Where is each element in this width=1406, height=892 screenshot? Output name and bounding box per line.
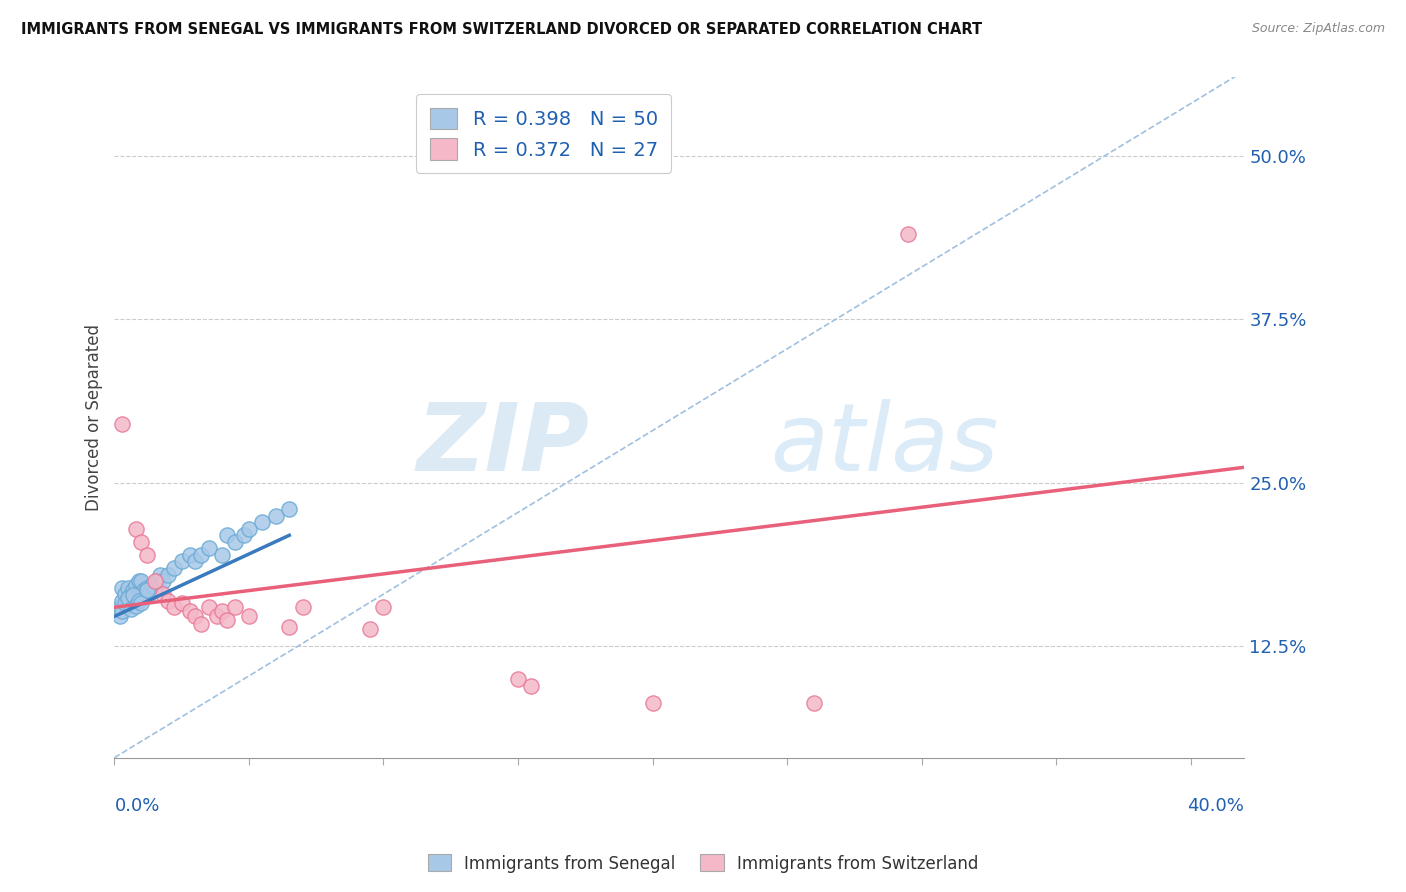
Point bbox=[122, 583, 145, 598]
Point bbox=[125, 599, 148, 613]
Point bbox=[120, 587, 142, 601]
Point bbox=[152, 574, 174, 588]
Point bbox=[111, 581, 134, 595]
Point bbox=[897, 227, 920, 242]
Point bbox=[117, 593, 139, 607]
Point bbox=[128, 574, 150, 588]
Point bbox=[125, 578, 148, 592]
Point bbox=[197, 541, 219, 556]
Point bbox=[135, 583, 157, 598]
Point bbox=[211, 604, 233, 618]
Point bbox=[184, 554, 207, 568]
Text: Source: ZipAtlas.com: Source: ZipAtlas.com bbox=[1251, 22, 1385, 36]
Point bbox=[114, 600, 136, 615]
Text: IMMIGRANTS FROM SENEGAL VS IMMIGRANTS FROM SWITZERLAND DIVORCED OR SEPARATED COR: IMMIGRANTS FROM SENEGAL VS IMMIGRANTS FR… bbox=[21, 22, 983, 37]
Point bbox=[114, 587, 136, 601]
Legend: R = 0.398   N = 50, R = 0.372   N = 27: R = 0.398 N = 50, R = 0.372 N = 27 bbox=[416, 94, 672, 173]
Point bbox=[205, 609, 228, 624]
Point bbox=[132, 583, 155, 598]
Point bbox=[108, 609, 131, 624]
Point bbox=[125, 522, 148, 536]
Point bbox=[224, 534, 246, 549]
Point bbox=[131, 534, 153, 549]
Point bbox=[162, 600, 184, 615]
Point bbox=[157, 567, 180, 582]
Y-axis label: Divorced or Separated: Divorced or Separated bbox=[86, 324, 103, 511]
Point bbox=[359, 623, 381, 637]
Point bbox=[217, 613, 239, 627]
Point bbox=[120, 601, 142, 615]
Point bbox=[141, 578, 163, 592]
Point bbox=[190, 617, 212, 632]
Point bbox=[128, 587, 150, 601]
Point bbox=[122, 589, 145, 603]
Text: 40.0%: 40.0% bbox=[1188, 797, 1244, 814]
Point bbox=[238, 609, 260, 624]
Point bbox=[803, 696, 825, 710]
Point bbox=[238, 522, 260, 536]
Point bbox=[152, 587, 174, 601]
Point bbox=[291, 600, 314, 615]
Point bbox=[111, 593, 134, 607]
Point bbox=[108, 600, 131, 615]
Point bbox=[506, 672, 529, 686]
Point bbox=[179, 604, 201, 618]
Point bbox=[232, 528, 254, 542]
Point bbox=[278, 502, 301, 516]
Text: 0.0%: 0.0% bbox=[114, 797, 160, 814]
Point bbox=[252, 515, 274, 529]
Point bbox=[197, 600, 219, 615]
Point bbox=[146, 574, 169, 588]
Point bbox=[125, 591, 148, 605]
Point bbox=[120, 596, 142, 610]
Point bbox=[162, 561, 184, 575]
Point bbox=[117, 581, 139, 595]
Point bbox=[117, 591, 139, 605]
Text: ZIP: ZIP bbox=[416, 399, 589, 491]
Point bbox=[135, 581, 157, 595]
Point bbox=[149, 567, 172, 582]
Text: atlas: atlas bbox=[770, 400, 998, 491]
Point bbox=[170, 554, 193, 568]
Point bbox=[641, 696, 664, 710]
Point bbox=[143, 574, 166, 588]
Point bbox=[131, 596, 153, 610]
Point bbox=[138, 587, 160, 601]
Point bbox=[278, 620, 301, 634]
Point bbox=[184, 609, 207, 624]
Legend: Immigrants from Senegal, Immigrants from Switzerland: Immigrants from Senegal, Immigrants from… bbox=[420, 847, 986, 880]
Point bbox=[179, 548, 201, 562]
Point bbox=[111, 604, 134, 618]
Point bbox=[128, 593, 150, 607]
Point bbox=[264, 508, 287, 523]
Point bbox=[111, 417, 134, 431]
Point bbox=[224, 600, 246, 615]
Point bbox=[157, 593, 180, 607]
Point bbox=[373, 600, 395, 615]
Point bbox=[135, 548, 157, 562]
Point bbox=[170, 596, 193, 610]
Point bbox=[131, 574, 153, 588]
Point bbox=[131, 587, 153, 601]
Point bbox=[190, 548, 212, 562]
Point bbox=[217, 528, 239, 542]
Point bbox=[122, 593, 145, 607]
Point bbox=[143, 581, 166, 595]
Point bbox=[114, 596, 136, 610]
Point bbox=[520, 679, 543, 693]
Point bbox=[211, 548, 233, 562]
